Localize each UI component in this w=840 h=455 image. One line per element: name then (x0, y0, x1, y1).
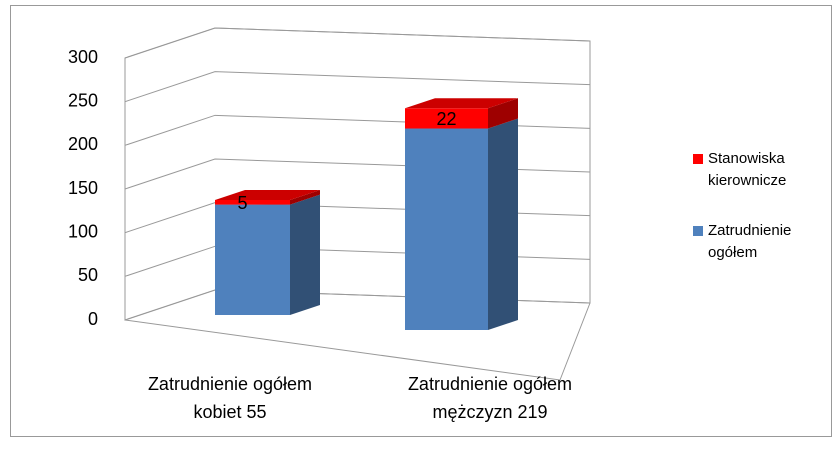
y-tick-label: 250 (68, 90, 98, 110)
grid-line (124, 71, 591, 103)
bar-side (488, 98, 518, 129)
y-tick-label: 50 (78, 265, 98, 285)
bar-top (215, 190, 320, 200)
bar (405, 128, 488, 330)
grid-line (124, 27, 591, 59)
y-tick-label: 150 (68, 178, 98, 198)
data-label: 22 (436, 109, 456, 129)
x-tick-label: Zatrudnienie ogółem mężczyzn 219 (407, 374, 573, 422)
data-label: 5 (237, 193, 247, 213)
floor (124, 302, 591, 381)
x-tick-label: Zatrudnienie ogółem kobiet 55 (147, 374, 313, 422)
y-tick-label: 200 (68, 134, 98, 154)
legend-label: Zatrudnienie ogółem (708, 222, 792, 261)
bar (215, 204, 290, 315)
legend-label: Stanowiska kierownicze (708, 150, 787, 189)
legend-swatch (693, 226, 703, 236)
bar-side (290, 190, 320, 205)
y-tick-label: 300 (68, 47, 98, 67)
bar-side (290, 194, 320, 315)
legend-swatch (693, 154, 703, 164)
bar-side (488, 118, 518, 331)
bar (405, 108, 488, 129)
y-tick-label: 100 (68, 221, 98, 241)
y-tick-label: 0 (88, 309, 98, 329)
bar (215, 200, 290, 205)
bar-top (405, 98, 518, 109)
